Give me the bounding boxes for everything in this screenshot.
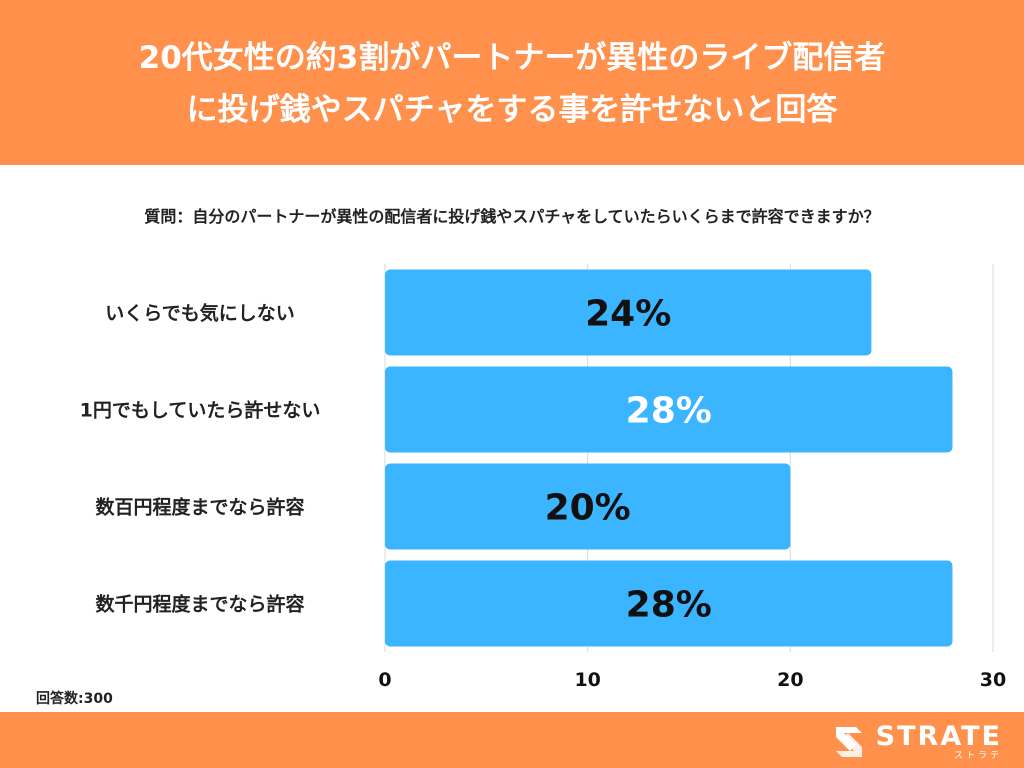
bar-value-label-2: 20% (545, 488, 631, 529)
category-label-0: いくらでも気にしない (105, 302, 294, 325)
bar-value-label-1: 28% (626, 391, 712, 432)
strate-logo: STRATE ストラテ (830, 722, 1002, 762)
title-line-2: に投げ銭やスパチャをする事を許せないと回答 (186, 92, 838, 128)
x-tick-label-3: 30 (980, 669, 1006, 691)
category-label-3: 数千円程度までなら許容 (95, 593, 304, 616)
bar-3 (385, 560, 953, 647)
bar-1 (385, 366, 953, 453)
bar-2 (385, 463, 791, 550)
bar-chart: 24% いくらでも気にしない 28% 1円でもしていたら許せない 20% 数百円程度までな… (80, 264, 1006, 691)
x-tick-label-0: 0 (378, 669, 391, 691)
logo-subtext: ストラテ (953, 751, 1002, 761)
question-text: 質問：自分のパートナーが異性の配信者に投げ銭やスパチャをしていたらいくらまで許容… (144, 207, 880, 226)
category-label-2: 数百円程度までなら許容 (95, 496, 304, 519)
bar-value-label-3: 28% (626, 585, 712, 626)
response-count: 回答数:300 (36, 691, 113, 707)
title-line-1: 20代女性の約3割がパートナーが異性のライブ配信者 (138, 40, 886, 76)
category-label-1: 1円でもしていたら許せない (80, 399, 321, 422)
logo-text: STRATE (875, 721, 1002, 752)
x-tick-label-1: 10 (574, 669, 600, 691)
x-tick-label-2: 20 (777, 669, 803, 691)
bar-0 (385, 269, 872, 356)
strate-logo-mark-icon (835, 727, 862, 757)
header-banner: 20代女性の約3割がパートナーが異性のライブ配信者 に投げ銭やスパチャをする事を… (0, 0, 1024, 165)
bar-value-label-0: 24% (585, 294, 671, 335)
